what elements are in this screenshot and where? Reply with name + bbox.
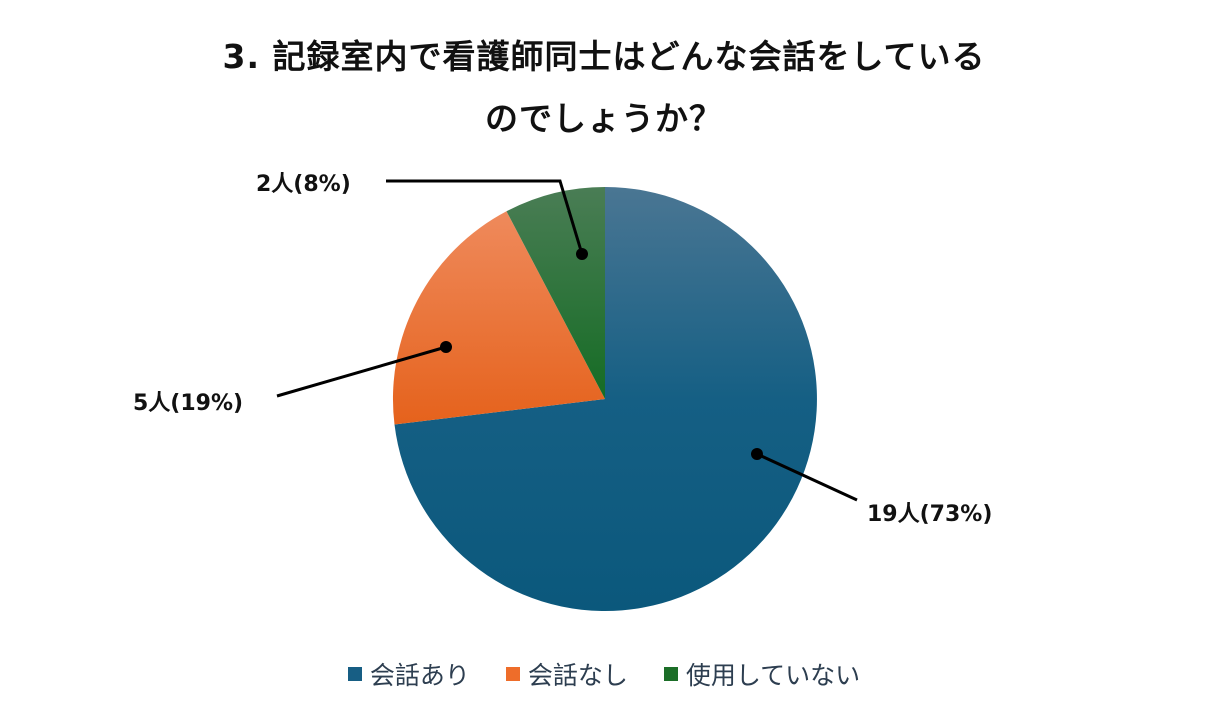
pie-slice-kaiwa-nashi [392, 211, 605, 425]
leader-line-orange [276, 345, 447, 398]
legend-swatch-green-icon [663, 667, 678, 681]
legend-item-kaiwa-nashi: 会話なし [505, 656, 628, 692]
data-label-not-used: 2人(8%) [256, 172, 351, 197]
leader-dot-green [576, 248, 588, 260]
leader-dot-orange [440, 341, 452, 353]
chart-title-line-1: 3. 記録室内で看護師同士はどんな会話をしている [222, 37, 986, 76]
data-label-kaiwa-nashi: 5人(19%) [133, 391, 244, 416]
legend-label: 使用していない [685, 661, 861, 690]
legend-swatch-orange-icon [505, 667, 520, 681]
legend-item-kaiwa-ari: 会話あり [347, 656, 470, 692]
leader-dot-blue [751, 448, 763, 460]
chart-legend: 会話あり 会話なし 使用していない [0, 656, 1208, 692]
leader-line-green [386, 179, 584, 255]
legend-swatch-blue-icon [347, 667, 362, 681]
legend-item-not-used: 使用していない [663, 656, 861, 692]
legend-label: 会話あり [369, 661, 470, 690]
chart-title-line-2: のでしょうか？ [485, 99, 723, 138]
leader-line-blue [756, 452, 858, 502]
data-label-kaiwa-ari: 19人(73%) [867, 502, 993, 527]
pie-slice-kaiwa-ari [394, 187, 817, 612]
legend-label: 会話なし [527, 661, 628, 690]
pie-slice-not-used [506, 187, 605, 399]
